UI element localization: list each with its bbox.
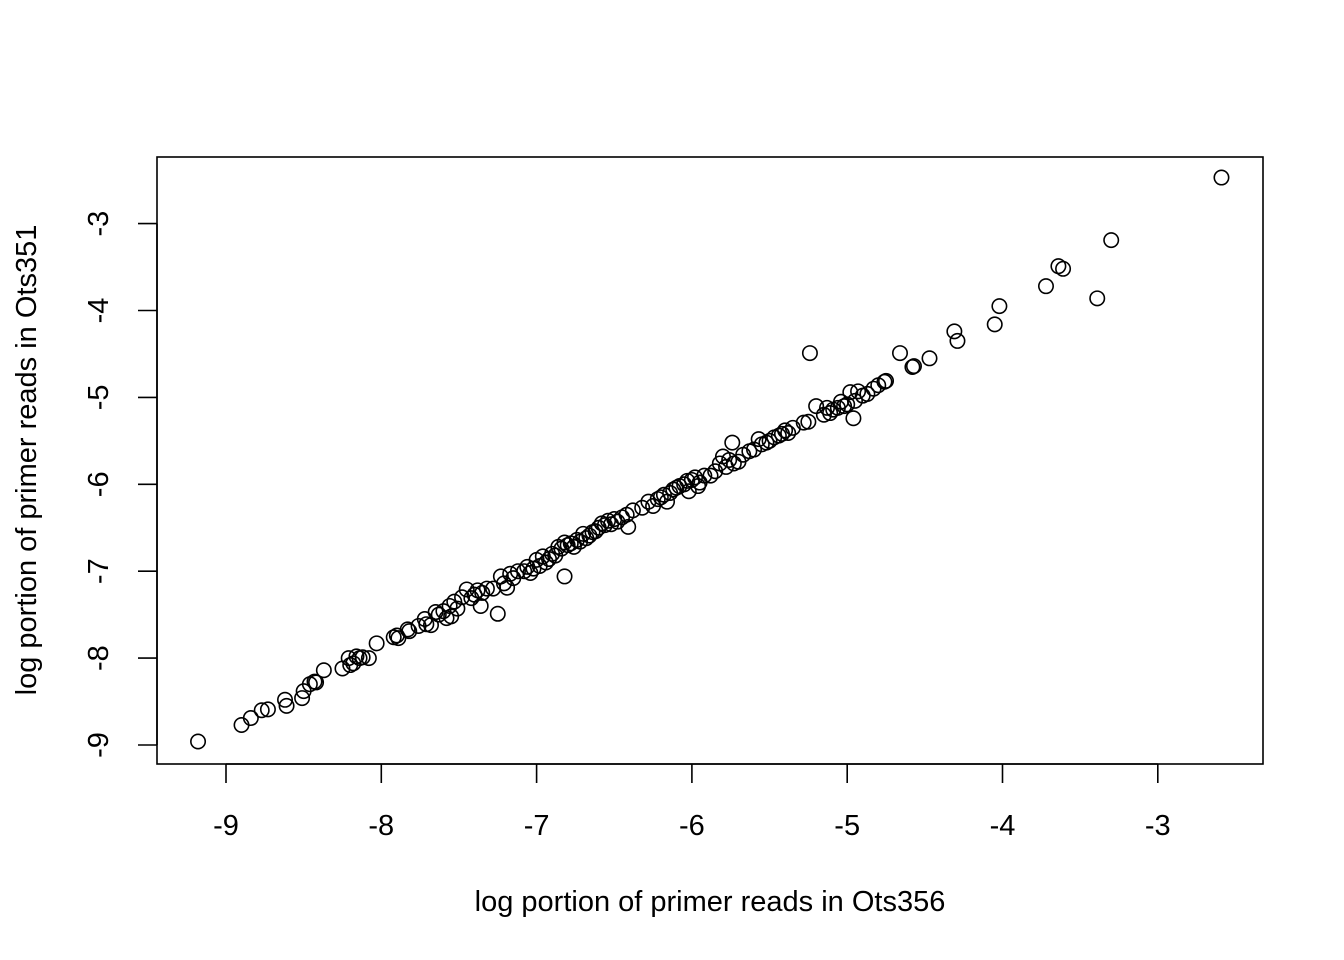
data-point (905, 358, 922, 375)
plot-frame (156, 156, 1264, 765)
y-tick-label: -3 (83, 211, 115, 237)
data-point (921, 350, 938, 367)
x-tick-label: -4 (990, 810, 1016, 842)
data-point (620, 518, 637, 535)
data-point (559, 537, 576, 554)
data-point (190, 733, 207, 750)
data-point (401, 623, 418, 640)
data-point (758, 434, 775, 451)
y-tick-label: -8 (83, 645, 115, 671)
data-point (449, 600, 466, 617)
data-point (800, 413, 817, 430)
data-point (474, 584, 491, 601)
data-point (680, 483, 697, 500)
data-point (761, 432, 778, 449)
data-point (454, 589, 471, 606)
data-point (850, 383, 867, 400)
data-point (556, 534, 573, 551)
y-tick-label: -9 (83, 732, 115, 758)
data-point (354, 649, 371, 666)
data-point (946, 323, 963, 340)
y-axis-label: log portion of primer reads in Ots351 (11, 225, 43, 696)
data-point (746, 441, 763, 458)
data-point (822, 405, 839, 422)
data-point (472, 597, 489, 614)
data-point (624, 502, 641, 519)
data-point (986, 316, 1003, 333)
data-point (478, 580, 495, 597)
data-point (724, 434, 741, 451)
data-point (399, 621, 416, 638)
data-point (360, 650, 377, 667)
data-point (242, 710, 259, 727)
data-point (780, 425, 797, 442)
data-point (233, 717, 250, 734)
data-point (842, 384, 859, 401)
y-axis: -9 -8 -7 -6 -5 -4 -3 (83, 211, 158, 758)
data-point (845, 410, 862, 427)
y-tick-label: -5 (83, 385, 115, 411)
data-point (1213, 169, 1230, 186)
data-point (1089, 290, 1106, 307)
data-point (1103, 232, 1120, 249)
data-point (721, 451, 738, 468)
data-point (1055, 260, 1072, 277)
x-tick-label: -9 (213, 810, 239, 842)
data-point (839, 396, 856, 413)
data-point (259, 701, 276, 718)
data-point (278, 697, 295, 714)
data-point (815, 406, 832, 423)
data-point (634, 499, 651, 516)
data-point (348, 648, 365, 665)
data-point (509, 563, 526, 580)
x-tick-label: -8 (368, 810, 394, 842)
data-point (489, 605, 506, 622)
data-point (516, 563, 533, 580)
data-point (277, 691, 294, 708)
data-point (441, 597, 458, 614)
data-point (430, 606, 447, 623)
data-point (687, 469, 704, 486)
data-point (846, 392, 863, 409)
data-point (368, 635, 385, 652)
data-point (655, 486, 672, 503)
data-point (458, 581, 475, 598)
x-tick-label: -5 (834, 810, 860, 842)
x-tick-label: -7 (524, 810, 550, 842)
data-points (190, 169, 1230, 750)
x-axis: -9 -8 -7 -6 -5 -4 -3 (213, 763, 1171, 842)
data-point (949, 332, 966, 349)
y-tick-label: -7 (83, 558, 115, 584)
data-point (446, 593, 463, 610)
data-point (784, 419, 801, 436)
data-point (294, 690, 311, 707)
data-point (707, 463, 724, 480)
data-point (991, 298, 1008, 315)
data-point (308, 674, 325, 691)
data-point (892, 345, 909, 362)
data-point (878, 372, 895, 389)
data-point (1037, 278, 1054, 295)
data-point (702, 467, 719, 484)
data-point (696, 467, 713, 484)
x-tick-label: -3 (1145, 810, 1171, 842)
data-point (315, 662, 332, 679)
x-tick-label: -6 (679, 810, 705, 842)
data-point (556, 568, 573, 585)
data-point (836, 398, 853, 415)
y-tick-label: -6 (83, 471, 115, 497)
data-point (253, 702, 270, 719)
data-point (777, 422, 794, 439)
data-point (575, 525, 592, 542)
data-point (801, 345, 818, 362)
y-tick-label: -4 (83, 298, 115, 324)
x-axis-label: log portion of primer reads in Ots356 (475, 886, 946, 918)
